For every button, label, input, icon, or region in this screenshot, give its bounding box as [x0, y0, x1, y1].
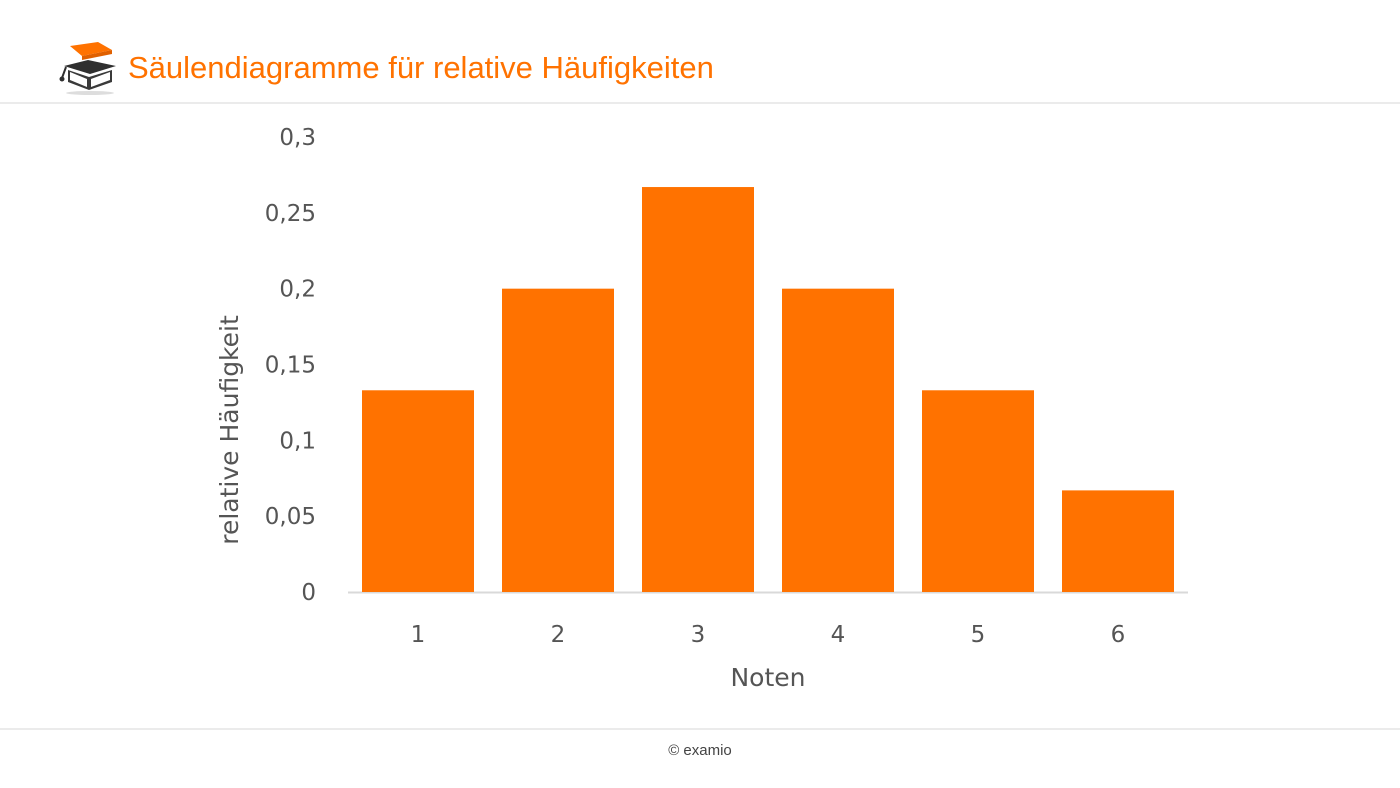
y-tick-label: 0	[301, 580, 316, 606]
y-axis-ticks: 0 0,05 0,1 0,15 0,2 0,25 0,3	[265, 125, 316, 606]
graduation-cap-book-icon	[59, 42, 116, 95]
y-tick-label: 0,3	[279, 125, 316, 151]
y-axis-label: relative Häufigkeit	[215, 315, 244, 545]
bar-3	[642, 187, 754, 593]
bar-1	[362, 390, 474, 592]
bar-chart: 0 0,05 0,1 0,15 0,2 0,25 0,3 1 2 3 4 5 6 Noten rela…	[215, 125, 1188, 692]
x-axis-ticks: 1 2 3 4 5 6	[411, 622, 1126, 648]
copyright-text: © examio	[668, 742, 732, 759]
x-tick-label: 6	[1111, 622, 1126, 648]
bar-5	[922, 390, 1034, 592]
y-tick-label: 0,15	[265, 353, 316, 379]
x-tick-label: 1	[411, 622, 426, 648]
bar-6	[1062, 490, 1174, 592]
page-title: Säulendiagramme für relative Häufigkeite…	[128, 50, 714, 85]
x-tick-label: 3	[691, 622, 706, 648]
bars	[362, 187, 1174, 593]
x-axis-label: Noten	[730, 663, 805, 692]
y-tick-label: 0,25	[265, 201, 316, 227]
header: Säulendiagramme für relative Häufigkeite…	[0, 0, 1400, 104]
bar-2	[502, 288, 614, 592]
x-tick-label: 4	[831, 622, 846, 648]
y-tick-label: 0,1	[279, 428, 316, 454]
footer: © examio	[0, 728, 1400, 788]
y-tick-label: 0,2	[279, 277, 316, 303]
x-tick-label: 2	[551, 622, 566, 648]
x-tick-label: 5	[971, 622, 986, 648]
bar-4	[782, 288, 894, 592]
y-tick-label: 0,05	[265, 504, 316, 530]
